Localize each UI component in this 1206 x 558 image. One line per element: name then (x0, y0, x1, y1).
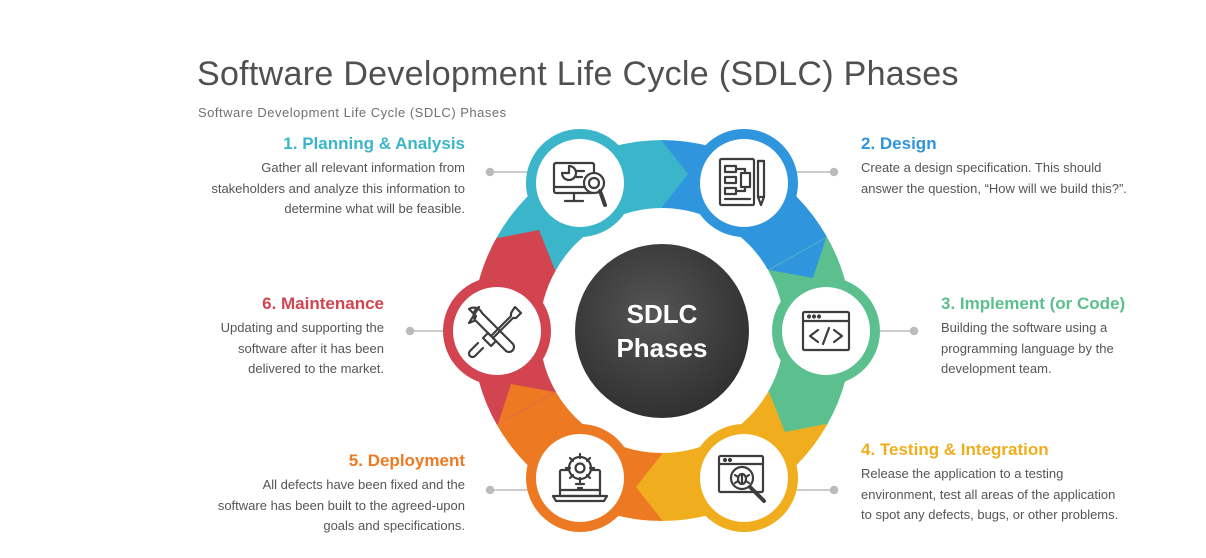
phase-title-maintenance: 6. Maintenance (262, 294, 384, 313)
phase-title-design: 2. Design (861, 134, 937, 153)
phase-title-testing: 4. Testing & Integration (861, 440, 1049, 459)
phase-testing: 4. Testing & Integration Release the app… (861, 440, 1121, 526)
arrow-notch-5 (498, 384, 555, 424)
arrow-notch-1 (662, 141, 688, 207)
phase-design: 2. Design Create a design specification.… (861, 134, 1131, 199)
phase-title-planning: 1. Planning & Analysis (283, 134, 465, 153)
phase-title-implement: 3. Implement (or Code) (941, 294, 1126, 313)
page-title: Software Development Life Cycle (SDLC) P… (197, 55, 959, 93)
phase-desc-planning: Gather all relevant information from sta… (211, 160, 465, 216)
phase-title-deployment: 5. Deployment (348, 451, 465, 470)
wrench-screwdriver-icon (467, 305, 523, 359)
phase-deployment: 5. Deployment All defects have been fixe… (215, 451, 465, 537)
phase-maintenance: 6. Maintenance Updating and supporting t… (194, 294, 384, 380)
center-circle (575, 244, 749, 418)
monitor-magnifier-icon (552, 161, 607, 207)
node-inner-planning (536, 139, 624, 227)
connector-dot-6 (405, 326, 415, 336)
arrow-notch-2 (769, 238, 826, 278)
arrow-notch-6 (498, 230, 555, 270)
connector-dot-3 (909, 326, 919, 336)
laptop-gear-icon (551, 452, 609, 503)
arrow-notch-3 (769, 392, 826, 432)
connector-dot-4 (829, 485, 839, 495)
connector-dot-1 (485, 167, 495, 177)
code-window-icon (801, 310, 851, 352)
phase-implement: 3. Implement (or Code) Building the soft… (941, 294, 1141, 380)
node-inner-implement (782, 287, 870, 375)
blueprint-pencil-icon (718, 157, 766, 207)
phase-desc-testing: Release the application to a testing env… (861, 466, 1119, 522)
phase-planning: 1. Planning & Analysis Gather all releva… (175, 134, 465, 220)
arrow-notch-4 (636, 454, 662, 520)
connector-dot-5 (485, 485, 495, 495)
connector-dot-2 (829, 167, 839, 177)
page-subtitle: Software Development Life Cycle (SDLC) P… (198, 105, 507, 120)
cycle-arrows (498, 141, 826, 520)
phase-desc-deployment: All defects have been fixed and the soft… (217, 477, 465, 533)
phase-desc-maintenance: Updating and supporting the software aft… (220, 320, 384, 376)
bug-search-icon (717, 454, 766, 503)
node-inner-design (700, 139, 788, 227)
phase-desc-design: Create a design specification. This shou… (861, 160, 1127, 196)
phase-desc-implement: Building the software using a programmin… (941, 320, 1114, 376)
